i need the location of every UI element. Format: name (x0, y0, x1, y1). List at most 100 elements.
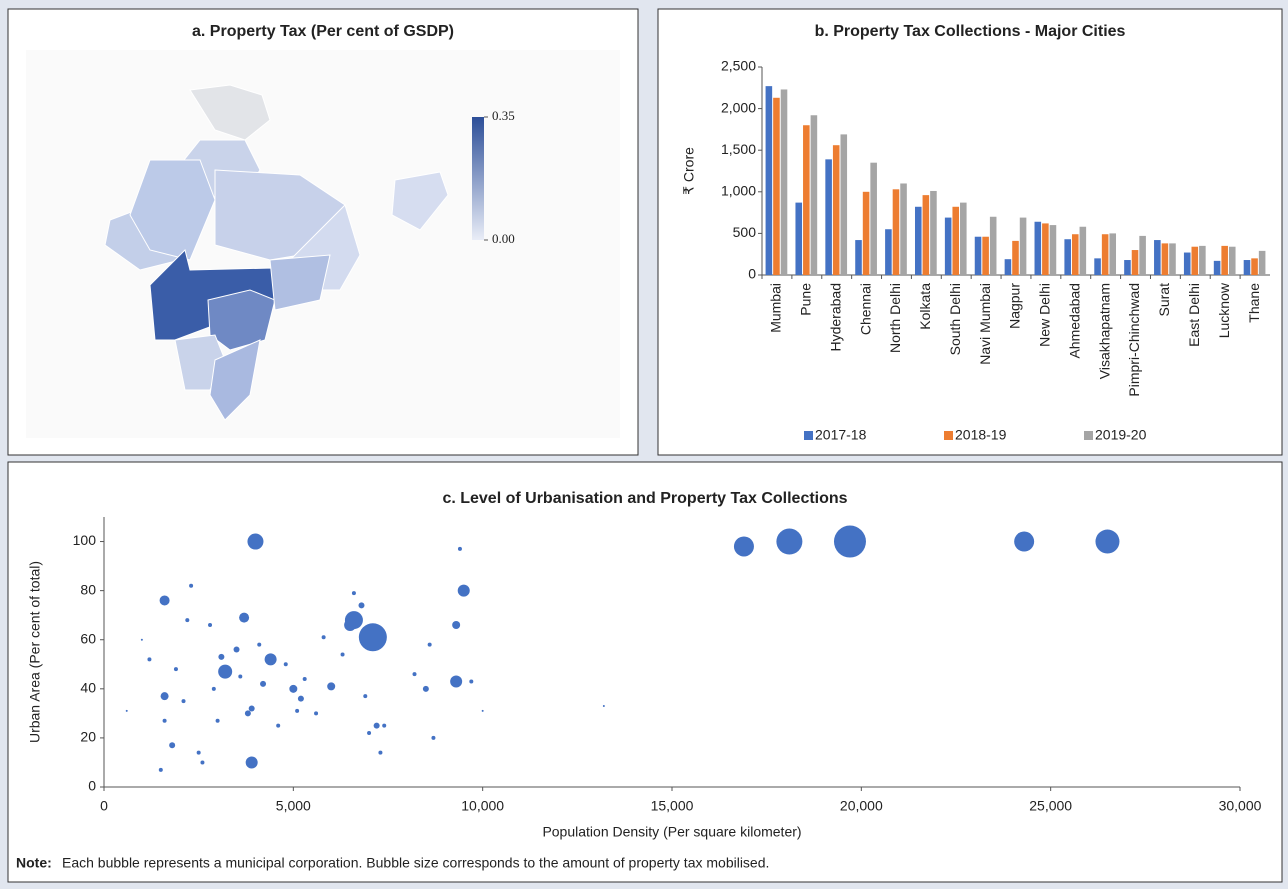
bubble (125, 709, 128, 712)
x-tick-label: Thane (1246, 283, 1262, 323)
bubble (276, 723, 281, 728)
bubble (215, 718, 220, 723)
bubble (196, 750, 201, 755)
bar (1251, 258, 1258, 275)
y-tick-label: 60 (80, 630, 96, 646)
bubble (289, 684, 298, 693)
bubble (481, 709, 484, 712)
bubble (457, 546, 462, 551)
bubble (257, 642, 262, 647)
bar (1243, 260, 1251, 275)
bar (974, 236, 982, 275)
bar (1154, 240, 1161, 275)
bubble (264, 653, 277, 666)
bar (810, 115, 818, 275)
bar (773, 97, 780, 275)
bar (870, 162, 877, 275)
bar (1109, 233, 1117, 275)
bubble (185, 618, 190, 623)
bubble (450, 675, 463, 688)
bubble (173, 667, 178, 672)
bubble (412, 672, 417, 677)
colorbar (472, 117, 484, 240)
x-tick-label: New Delhi (1037, 283, 1053, 347)
bubble (247, 533, 264, 550)
bubble (140, 638, 143, 641)
bubble (218, 653, 225, 660)
bar (862, 191, 870, 275)
y-axis-label: ₹ Crore (681, 147, 697, 195)
bar (960, 202, 967, 275)
bubble (248, 705, 255, 712)
state (209, 339, 261, 421)
legend-label: 2018-19 (955, 427, 1007, 443)
state (207, 289, 276, 351)
bubble (239, 612, 250, 623)
bar (1221, 245, 1228, 275)
bubble (233, 646, 240, 653)
bar (1049, 225, 1057, 275)
bar (1161, 243, 1169, 275)
bubble (158, 767, 163, 772)
bar (1169, 243, 1176, 275)
bar (1228, 246, 1236, 275)
bubble (602, 705, 605, 707)
state (129, 159, 216, 261)
bubble (189, 583, 194, 588)
x-tick-label: 30,000 (1219, 798, 1262, 814)
x-tick-label: East Delhi (1186, 283, 1202, 347)
bar (1042, 223, 1049, 275)
x-tick-label: Nagpur (1007, 283, 1023, 329)
state (189, 84, 271, 141)
x-tick-label: Ahmedabad (1066, 283, 1082, 359)
bubble (283, 662, 288, 667)
y-tick-label: 1,000 (721, 183, 756, 199)
bubble (147, 657, 152, 662)
bar (1012, 240, 1019, 275)
x-tick-label: Surat (1156, 283, 1172, 317)
bubble (321, 635, 326, 640)
bubble (340, 652, 345, 657)
bar (840, 134, 848, 275)
x-tick-label: South Delhi (947, 283, 963, 355)
bubble (208, 623, 213, 627)
y-tick-label: 100 (73, 532, 97, 548)
y-tick-label: 0 (748, 266, 756, 282)
bubble (344, 619, 357, 631)
bar (952, 206, 960, 275)
bubble (469, 679, 474, 684)
bar (914, 206, 922, 275)
bar (900, 183, 907, 275)
x-tick-label: Pune (798, 283, 814, 316)
bubble (302, 677, 307, 681)
x-tick-label: 0 (100, 798, 108, 814)
x-tick-label: 20,000 (840, 798, 883, 814)
bar (1191, 246, 1199, 275)
state (269, 254, 331, 311)
bubble (351, 591, 356, 596)
y-tick-label: 1,500 (721, 141, 756, 157)
bar (1094, 258, 1101, 275)
x-tick-label: Kolkata (917, 283, 933, 330)
bar (930, 190, 937, 275)
x-tick-label: 15,000 (651, 798, 694, 814)
x-tick-label: Hyderabad (827, 283, 843, 352)
bubble (260, 680, 267, 687)
bubble (159, 595, 170, 606)
legend-label: 2017-18 (815, 427, 867, 443)
x-tick-label: 25,000 (1029, 798, 1072, 814)
colorbar-label: 0.00 (492, 231, 515, 246)
y-tick-label: 2,500 (721, 58, 756, 74)
map (104, 84, 449, 421)
bubble (363, 694, 368, 699)
bar (803, 125, 810, 276)
bar (780, 89, 788, 276)
bar (855, 240, 862, 275)
bar (1139, 235, 1146, 275)
bubble (200, 760, 205, 765)
x-tick-label: 5,000 (276, 798, 311, 814)
bubble (162, 718, 167, 723)
y-tick-label: 20 (80, 729, 96, 745)
bubble (169, 742, 176, 749)
